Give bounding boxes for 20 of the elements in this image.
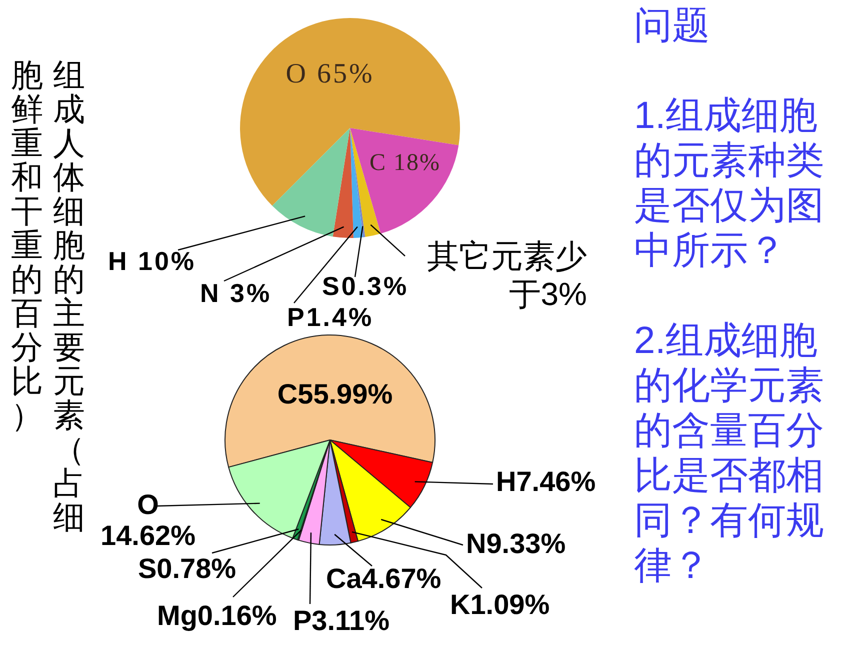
slice-label: N 3%	[200, 278, 272, 308]
slice-label: H 10%	[108, 246, 196, 276]
slice-label: Mg0.16%	[157, 600, 277, 632]
slice-label: S0.3%	[322, 271, 409, 301]
slice-label: C 18%	[370, 150, 440, 176]
text: 问题	[634, 4, 711, 49]
slice-label: H7.46%	[496, 466, 596, 498]
slice-label: P1.4%	[287, 302, 374, 332]
slice-label: N9.33%	[466, 528, 566, 560]
slice-label: O 65%	[286, 58, 374, 90]
text: 2.组成细胞的化学元素的含量百分比是否都相同？有何规律？	[634, 319, 824, 589]
slice-label: O 14.62%	[100, 489, 196, 552]
slice-label: Ca4.67%	[326, 563, 442, 595]
slice-label: C55.99%	[277, 378, 393, 410]
slice-label: K1.09%	[450, 589, 550, 621]
slice-label: S0.78%	[138, 553, 236, 585]
text: 1.组成细胞的元素种类是否仅为图中所示？	[634, 94, 824, 274]
slice-label: P3.11%	[293, 605, 390, 637]
chart-title: 组成人体细胞的主要元素（占细胞鲜重和干重的百分比）	[11, 57, 85, 535]
slice-label: 其它元素少于3%	[426, 237, 587, 313]
